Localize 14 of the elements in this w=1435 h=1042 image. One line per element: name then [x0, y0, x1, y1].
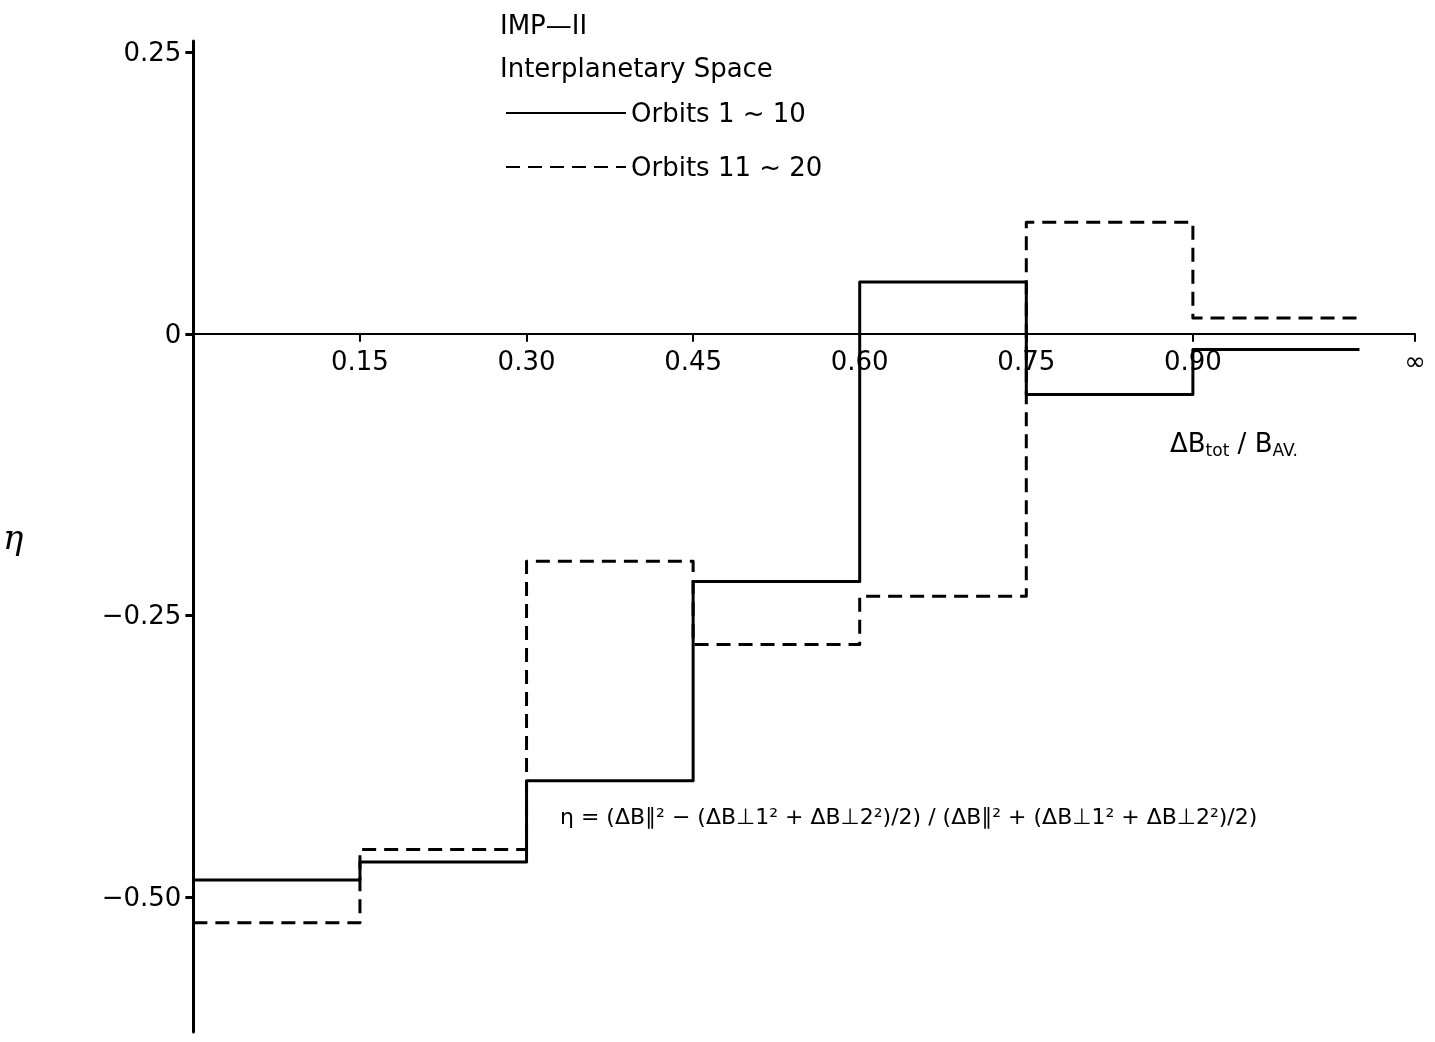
text: Interplanetary Space: [500, 53, 773, 83]
y-tick-label: 0.25: [123, 37, 182, 68]
y-tick-label: −0.25: [101, 600, 182, 631]
legend-label: Orbits 11 ~ 20: [631, 152, 823, 182]
x-tick-label: 0.15: [331, 345, 389, 376]
annotation: η = (ΔB∥² − (ΔB⊥1² + ΔB⊥2²)/2) / (ΔB∥² + (ΔB⊥1² + ΔB⊥2²)/2): [560, 803, 1258, 829]
y-tick-label: −0.50: [101, 881, 182, 912]
x-tick-label: 0.30: [497, 345, 556, 376]
x-tick-label: ∞: [1404, 345, 1426, 376]
chart-title: IMP—II: [500, 10, 588, 40]
y-axis-title: η: [3, 516, 24, 557]
legend-label: Orbits 1 ~ 10: [631, 98, 806, 128]
x-tick-label: 0.45: [664, 345, 723, 376]
y-tick-label: 0: [164, 318, 182, 349]
